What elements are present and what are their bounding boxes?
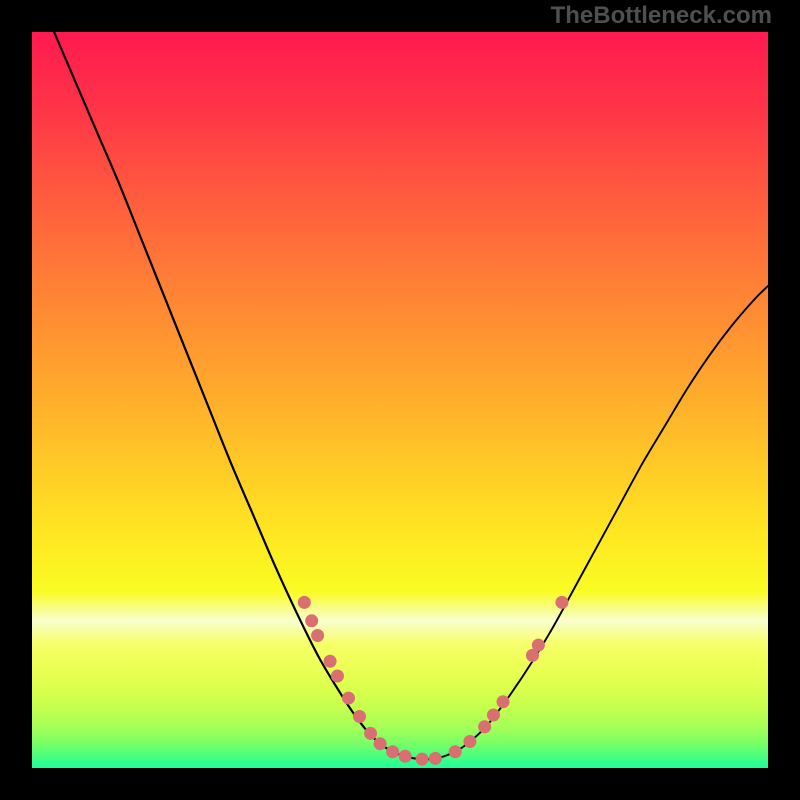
- marker: [463, 735, 476, 748]
- marker: [555, 596, 568, 609]
- watermark-text: TheBottleneck.com: [551, 2, 772, 30]
- marker: [342, 692, 355, 705]
- marker: [399, 750, 412, 763]
- marker: [532, 639, 545, 652]
- marker: [305, 614, 318, 627]
- marker: [298, 596, 311, 609]
- marker: [478, 720, 491, 733]
- marker: [497, 695, 510, 708]
- marker: [364, 727, 377, 740]
- marker: [429, 752, 442, 765]
- marker: [324, 655, 337, 668]
- marker: [374, 737, 387, 750]
- curve-right: [429, 286, 768, 759]
- markers-group: [298, 596, 569, 766]
- figure-root: { "figure": { "width_px": 800, "height_p…: [0, 0, 800, 800]
- marker: [353, 710, 366, 723]
- curve-left: [54, 32, 429, 759]
- marker: [311, 629, 324, 642]
- marker: [487, 709, 500, 722]
- chart-svg: [32, 32, 768, 768]
- marker: [416, 753, 429, 766]
- marker: [386, 745, 399, 758]
- plot-area: [32, 32, 768, 768]
- marker: [331, 670, 344, 683]
- marker: [449, 745, 462, 758]
